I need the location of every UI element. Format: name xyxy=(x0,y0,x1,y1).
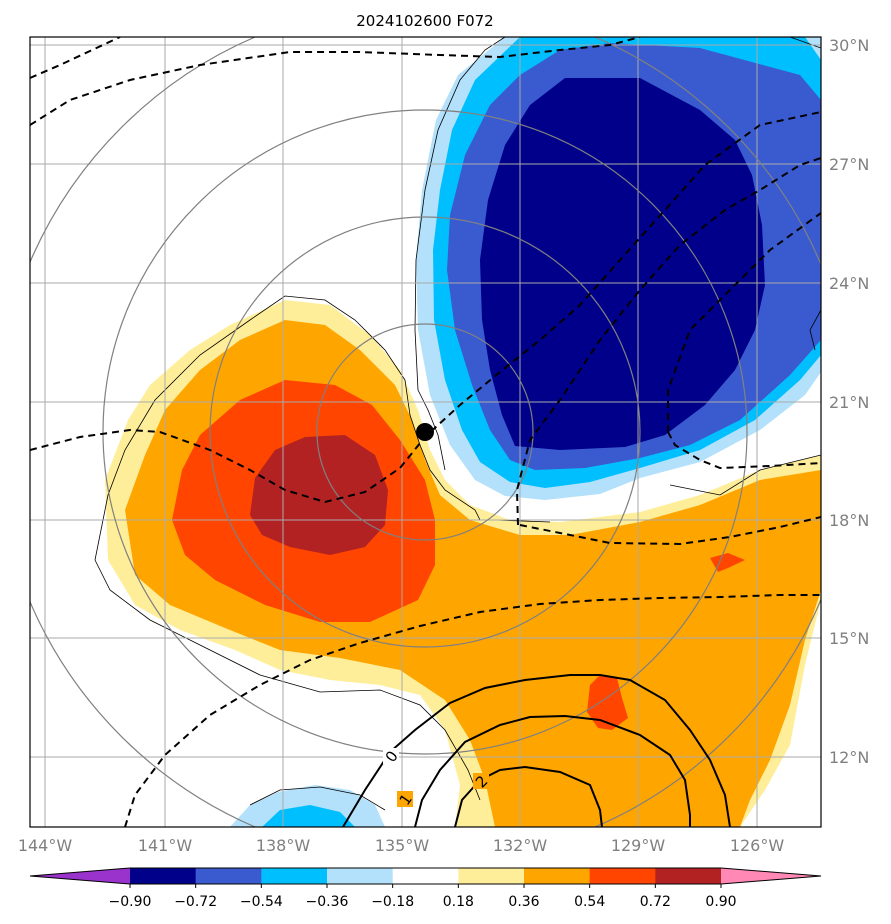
lat-label: 21°N xyxy=(829,393,869,412)
colorbar: −0.90 −0.72 −0.54 −0.36 −0.18 0.18 0.36 0.54 0.7… xyxy=(29,867,822,910)
colorbar-tick-label: 0.18 xyxy=(443,894,474,910)
colorbar-segment xyxy=(195,868,262,884)
lat-label: 18°N xyxy=(829,511,869,530)
lat-label: 27°N xyxy=(829,155,869,174)
solid-contours xyxy=(342,674,731,827)
map-title: 2024102600 F072 xyxy=(356,12,493,30)
colorbar-tick-label: −0.72 xyxy=(174,894,217,910)
lon-label: 141°W xyxy=(138,836,193,855)
lon-label: 138°W xyxy=(256,836,311,855)
colorbar-tick-label: −0.18 xyxy=(371,894,414,910)
colorbar-tick-label: 0.36 xyxy=(508,894,539,910)
lon-label: 132°W xyxy=(493,836,548,855)
colorbar-tick-label: 0.72 xyxy=(640,894,671,910)
colorbar-tick-label: 0.54 xyxy=(574,894,605,910)
positive-anomaly-small-red-1 xyxy=(710,553,745,572)
positive-anomaly-darkred xyxy=(250,435,388,555)
colorbar-segment xyxy=(327,868,394,884)
map-frame xyxy=(29,36,822,828)
lon-label: 129°W xyxy=(611,836,666,855)
colorbar-segment xyxy=(392,868,459,884)
positive-anomaly-small-red-2 xyxy=(587,675,628,730)
lat-label: 30°N xyxy=(829,36,869,55)
colorbar-segment xyxy=(458,868,525,884)
colorbar-segment xyxy=(655,868,722,884)
longitude-labels: 144°W 141°W 138°W 135°W 132°W 129°W 126°… xyxy=(18,836,785,855)
colorbar-extend-min xyxy=(30,868,130,884)
latitude-labels: 30°N 27°N 24°N 21°N 18°N 15°N 12°N xyxy=(829,36,869,767)
colorbar-tick-label: −0.54 xyxy=(240,894,283,910)
dashed-contours xyxy=(30,37,821,827)
colorbar-tick-label: −0.90 xyxy=(109,894,152,910)
colorbar-extend-max xyxy=(721,868,821,884)
storm-center-marker xyxy=(416,423,434,441)
thin-contours xyxy=(94,37,821,811)
lon-label: 135°W xyxy=(375,836,430,855)
graticule xyxy=(30,37,821,827)
map-area: 0 1 2 xyxy=(30,37,821,827)
colorbar-tick-label: 0.90 xyxy=(705,894,736,910)
lat-label: 15°N xyxy=(829,629,869,648)
colorbar-segment xyxy=(130,868,197,884)
lon-label: 144°W xyxy=(18,836,73,855)
colorbar-tick-label: −0.36 xyxy=(306,894,349,910)
lat-label: 12°N xyxy=(829,748,869,767)
negative-anomaly-bottom-cyan xyxy=(262,805,355,827)
colorbar-segment xyxy=(524,868,591,884)
range-rings xyxy=(30,37,821,827)
lon-label: 126°W xyxy=(730,836,785,855)
lat-label: 24°N xyxy=(829,274,869,293)
colorbar-segment xyxy=(589,868,656,884)
solid-contour-labels: 0 1 2 xyxy=(382,748,492,809)
negative-anomaly-navy xyxy=(480,78,765,450)
colorbar-segment xyxy=(261,868,328,884)
